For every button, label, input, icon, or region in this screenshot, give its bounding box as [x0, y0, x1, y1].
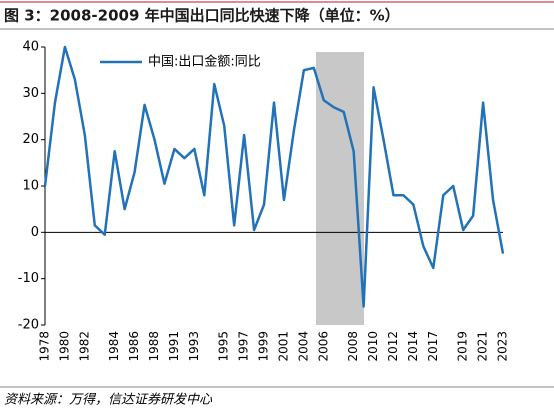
x-tick-label: 2019 [456, 331, 470, 362]
y-tick-label: 0 [31, 225, 39, 240]
x-tick-label: 2006 [316, 331, 330, 362]
x-tick-label: 1991 [167, 331, 181, 362]
x-tick-label: 2021 [476, 331, 490, 362]
x-tick-label: 2001 [276, 331, 290, 362]
legend-label: 中国:出口金额:同比 [148, 54, 261, 70]
source: 资料来源：万得，信达证券研发中心 [4, 393, 213, 408]
x-tick-label: 2012 [386, 331, 400, 362]
chart-title: 图 3：2008-2009 年中国出口同比快速下降（单位：%） [4, 7, 400, 25]
x-tick-label: 1988 [147, 331, 161, 362]
x-tick-label: 2014 [406, 331, 420, 362]
x-tick-label: 2008 [346, 331, 360, 362]
y-tick-label: 40 [22, 40, 39, 55]
y-tick-label: 30 [22, 86, 39, 101]
x-tick-label: 1980 [57, 331, 71, 362]
x-tick-label: 2023 [496, 331, 510, 362]
y-tick-label: 20 [22, 132, 39, 147]
x-tick-label: 2017 [426, 331, 440, 362]
x-tick-label: 1999 [257, 331, 271, 362]
x-tick-label: 1993 [187, 331, 201, 362]
y-tick-label: -20 [18, 318, 39, 333]
x-tick-label: 1986 [127, 331, 141, 362]
x-tick-label: 2010 [366, 331, 380, 362]
y-tick-label: -10 [18, 271, 39, 286]
x-tick-label: 1995 [217, 331, 231, 362]
y-tick-label: 10 [22, 179, 39, 194]
x-tick-label: 1997 [237, 331, 251, 362]
series-line [43, 45, 505, 308]
x-tick-label: 1978 [38, 331, 52, 362]
x-tick-label: 1982 [77, 331, 91, 362]
x-tick-label: 2004 [296, 331, 310, 362]
x-tick-label: 1984 [107, 331, 121, 362]
